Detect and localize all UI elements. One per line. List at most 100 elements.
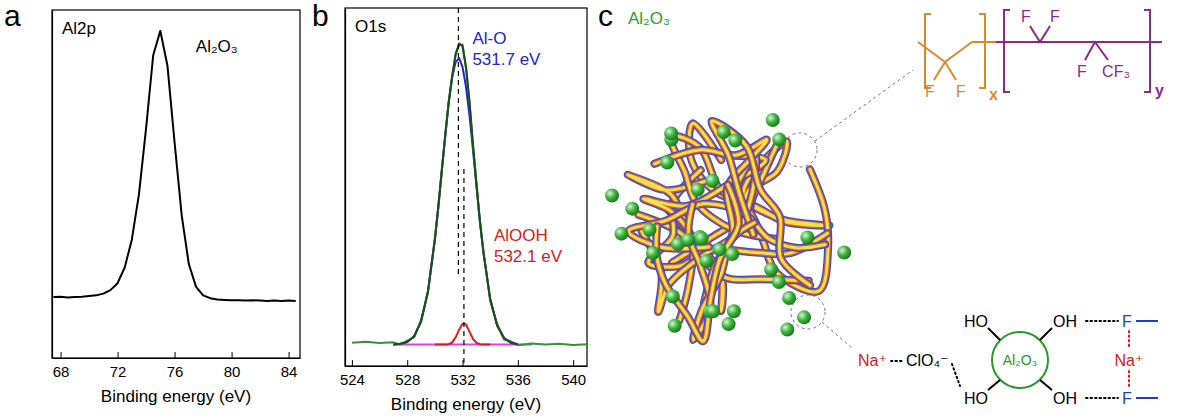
interaction-dots [1128,331,1130,347]
particle-circle [992,332,1048,388]
x-tick-mark [352,360,353,366]
bond [945,42,972,62]
x-tick: 528 [395,360,420,388]
bond [996,41,1162,43]
plot-frame [345,8,587,366]
spectrum-line [393,58,517,344]
bond [1085,42,1095,60]
bond [1136,397,1158,399]
interaction-dots [891,360,903,362]
annotation-value: 531.7 eV [472,50,541,69]
bond [1040,380,1052,390]
polymer-formula: FFxFFFCF₃y [918,8,1164,103]
panel-letter: a [4,0,21,32]
bond [1095,42,1108,60]
x-tick: 540 [561,360,586,388]
bond [1040,328,1052,340]
chain-core [688,204,754,340]
al2o3-particle [666,289,680,303]
al2o3-particle [766,113,780,127]
interaction-dots [952,364,960,386]
bond [988,380,1000,390]
annotation: Al₂O₃ [196,37,238,56]
x-tick: 68 [53,352,70,380]
interaction-dots [1086,320,1118,322]
x-tick-mark [232,352,233,358]
polymer-chain [688,204,754,340]
x-tick: 80 [224,352,241,380]
x-tick-mark [518,360,519,366]
al2o3-particle [681,233,695,247]
x-axis-line [346,366,588,367]
x-tick-label: 80 [224,363,241,380]
bond [1136,320,1158,322]
al2o3-particle [764,262,778,276]
x-tick-mark [118,352,119,358]
y-axis-line [345,9,346,367]
diagram: cAl₂O₃FFxFFFCF₃yAl₂O₃HOHOOHOHNa⁺ClO₄⁻FFN… [598,0,1164,407]
al2o3-particle [713,242,727,256]
x-tick: 84 [281,352,298,380]
x-tick-label: 76 [167,363,184,380]
al2o3-particle [625,202,639,216]
x-tick: 532 [451,360,476,388]
al2o3-particle [699,254,713,268]
atom: F [956,83,966,100]
annotation-value: 532.1 eV [494,247,563,266]
atom: F [1021,8,1031,25]
hydroxyl: OH [1053,313,1077,330]
interaction-dots [1128,371,1130,386]
x-tick-mark [175,352,176,358]
al2o3-particle [695,231,709,245]
al2o3-particle [837,246,851,260]
x-axis-title: Binding energy (eV) [101,387,251,406]
spectrum-line [435,324,490,345]
x-tick: 524 [340,360,365,388]
al2o3-particle [717,125,731,139]
al2o3-particle [691,183,705,197]
x-tick-label: 540 [561,371,586,388]
x-tick-mark [61,352,62,358]
x-tick-label: 524 [340,371,365,388]
x-tick-label: 528 [395,371,420,388]
panel: Al-O531.7 eVAlOOH532.1 eV524528532536540… [312,0,588,414]
x-tick-label: 536 [506,371,531,388]
interaction-scheme: Al₂O₃HOHOOHOHNa⁺ClO₄⁻FFNa⁺ [858,313,1158,407]
spectrum-line [393,344,531,346]
x-axis-title: Binding energy (eV) [391,395,541,414]
bond [1040,26,1050,42]
plot-frame [52,10,300,358]
x-axis-line [53,358,301,359]
panel-title: Al2p [62,19,96,38]
x-tick-label: 84 [281,363,298,380]
panel-letter: b [312,0,329,32]
al2o3-particle [660,156,674,170]
y-axis [345,9,346,367]
x-tick-mark [463,360,464,366]
x-tick: 536 [506,360,531,388]
al2o3-particle [643,223,657,237]
al2o3-particle [727,304,741,318]
bond [988,328,1000,340]
bond [1030,26,1040,42]
fluorine: F [1122,390,1132,407]
al2o3-particle [705,174,719,188]
bracket [979,14,985,88]
zoom-leader [815,70,913,141]
spectrum-line [53,31,295,301]
al2o3-particle [772,275,786,289]
spectrum-line [352,45,587,346]
chain-middle [656,185,738,342]
x-tick-label: 72 [110,363,127,380]
al2o3-particle [664,126,678,140]
peak-position-line [458,8,459,277]
al2o3-particle [668,319,682,333]
x-tick-label: 68 [53,363,70,380]
particle-label: Al₂O₃ [1003,352,1037,368]
y-axis [52,11,53,359]
al2o3-particle [614,227,628,241]
annotation: Al-O [472,29,506,48]
atom: CF₃ [1102,63,1130,80]
chain-core [656,185,738,342]
al2o3-particle [722,317,736,331]
